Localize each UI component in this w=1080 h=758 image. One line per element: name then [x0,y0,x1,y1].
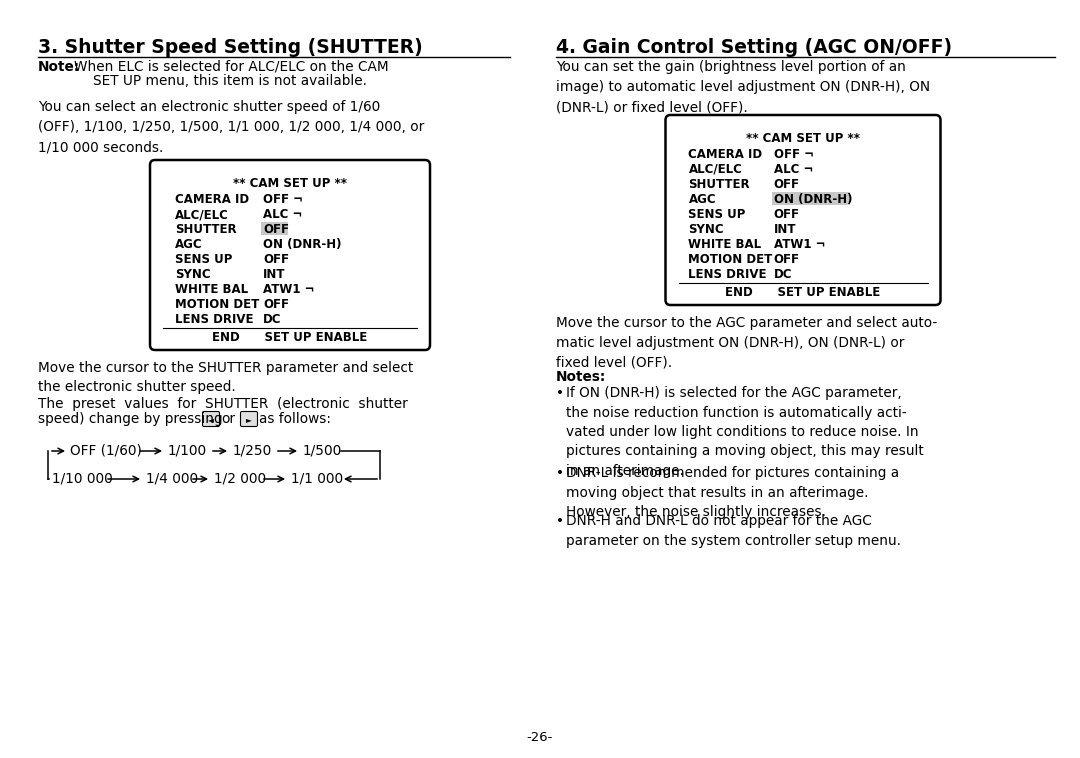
Text: WHITE BAL: WHITE BAL [175,283,248,296]
Text: 1/2 000: 1/2 000 [214,472,266,486]
Text: 1/4 000: 1/4 000 [146,472,198,486]
Text: OFF (1/60): OFF (1/60) [70,444,141,458]
Text: LENS DRIVE: LENS DRIVE [689,268,767,281]
Text: SYNC: SYNC [689,223,724,236]
Text: OFF: OFF [773,208,799,221]
Text: END      SET UP ENABLE: END SET UP ENABLE [726,286,880,299]
Text: •: • [556,466,564,480]
Text: 3. Shutter Speed Setting (SHUTTER): 3. Shutter Speed Setting (SHUTTER) [38,38,422,57]
Text: The  preset  values  for  SHUTTER  (electronic  shutter: The preset values for SHUTTER (electroni… [38,397,408,411]
Text: SENS UP: SENS UP [689,208,746,221]
Text: MOTION DET: MOTION DET [689,253,773,266]
Text: INT: INT [264,268,285,281]
Text: ** CAM SET UP **: ** CAM SET UP ** [746,132,860,145]
Text: Move the cursor to the SHUTTER parameter and select
the electronic shutter speed: Move the cursor to the SHUTTER parameter… [38,361,414,394]
Text: You can select an electronic shutter speed of 1/60
(OFF), 1/100, 1/250, 1/500, 1: You can select an electronic shutter spe… [38,100,424,154]
FancyBboxPatch shape [665,115,941,305]
Text: CAMERA ID: CAMERA ID [689,148,762,161]
FancyBboxPatch shape [203,412,219,427]
Text: •: • [556,514,564,528]
FancyBboxPatch shape [261,222,288,235]
FancyBboxPatch shape [771,192,850,205]
Text: ON (DNR-H): ON (DNR-H) [773,193,852,206]
Text: MOTION DET: MOTION DET [175,298,259,311]
Text: AGC: AGC [689,193,716,206]
Text: CAMERA ID: CAMERA ID [175,193,249,206]
Text: OFF ¬: OFF ¬ [264,193,303,206]
Text: When ELC is selected for ALC/ELC on the CAM: When ELC is selected for ALC/ELC on the … [75,60,389,74]
Text: If ON (DNR-H) is selected for the AGC parameter,
the noise reduction function is: If ON (DNR-H) is selected for the AGC pa… [566,386,923,478]
Text: DC: DC [264,313,282,326]
Text: or: or [221,412,235,426]
Text: WHITE BAL: WHITE BAL [689,238,761,251]
Text: SENS UP: SENS UP [175,253,232,266]
Text: 4. Gain Control Setting (AGC ON/OFF): 4. Gain Control Setting (AGC ON/OFF) [556,38,953,57]
Text: ALC/ELC: ALC/ELC [689,163,742,176]
Text: ALC/ELC: ALC/ELC [175,208,229,221]
Text: OFF: OFF [264,223,289,236]
Text: as follows:: as follows: [259,412,330,426]
Text: AGC: AGC [175,238,203,251]
Text: •: • [556,386,564,400]
Text: DNR-L is recommended for pictures containing a
moving object that results in an : DNR-L is recommended for pictures contai… [566,466,900,519]
Text: SET UP menu, this item is not available.: SET UP menu, this item is not available. [93,74,367,88]
Text: SHUTTER: SHUTTER [175,223,237,236]
Text: ON (DNR-H): ON (DNR-H) [264,238,341,251]
Text: ** CAM SET UP **: ** CAM SET UP ** [233,177,347,190]
Text: ◄: ◄ [208,415,214,424]
Text: 1/250: 1/250 [233,444,272,458]
Text: -26-: -26- [527,731,553,744]
Text: DNR-H and DNR-L do not appear for the AGC
parameter on the system controller set: DNR-H and DNR-L do not appear for the AG… [566,514,901,547]
Text: 1/100: 1/100 [168,444,207,458]
Text: OFF: OFF [264,253,289,266]
Text: Note:: Note: [38,60,80,74]
Text: LENS DRIVE: LENS DRIVE [175,313,254,326]
Text: DC: DC [773,268,792,281]
Text: Notes:: Notes: [556,370,606,384]
Text: OFF: OFF [773,253,799,266]
Text: speed) change by pressing: speed) change by pressing [38,412,222,426]
Text: ALC ¬: ALC ¬ [773,163,813,176]
Text: ATW1 ¬: ATW1 ¬ [773,238,825,251]
Text: INT: INT [773,223,796,236]
FancyBboxPatch shape [241,412,257,427]
Text: ATW1 ¬: ATW1 ¬ [264,283,314,296]
Text: SHUTTER: SHUTTER [689,178,751,191]
Text: OFF: OFF [264,298,289,311]
Text: 1/10 000: 1/10 000 [52,472,112,486]
Text: 1/500: 1/500 [303,444,342,458]
Text: ALC ¬: ALC ¬ [264,208,302,221]
Text: END      SET UP ENABLE: END SET UP ENABLE [213,331,367,344]
Text: 1/1 000: 1/1 000 [291,472,343,486]
Text: SYNC: SYNC [175,268,211,281]
Text: ►: ► [246,415,252,424]
Text: You can set the gain (brightness level portion of an
image) to automatic level a: You can set the gain (brightness level p… [556,60,930,114]
FancyBboxPatch shape [150,160,430,350]
Text: OFF: OFF [773,178,799,191]
Text: Move the cursor to the AGC parameter and select auto-
matic level adjustment ON : Move the cursor to the AGC parameter and… [556,316,937,369]
Text: OFF ¬: OFF ¬ [773,148,813,161]
